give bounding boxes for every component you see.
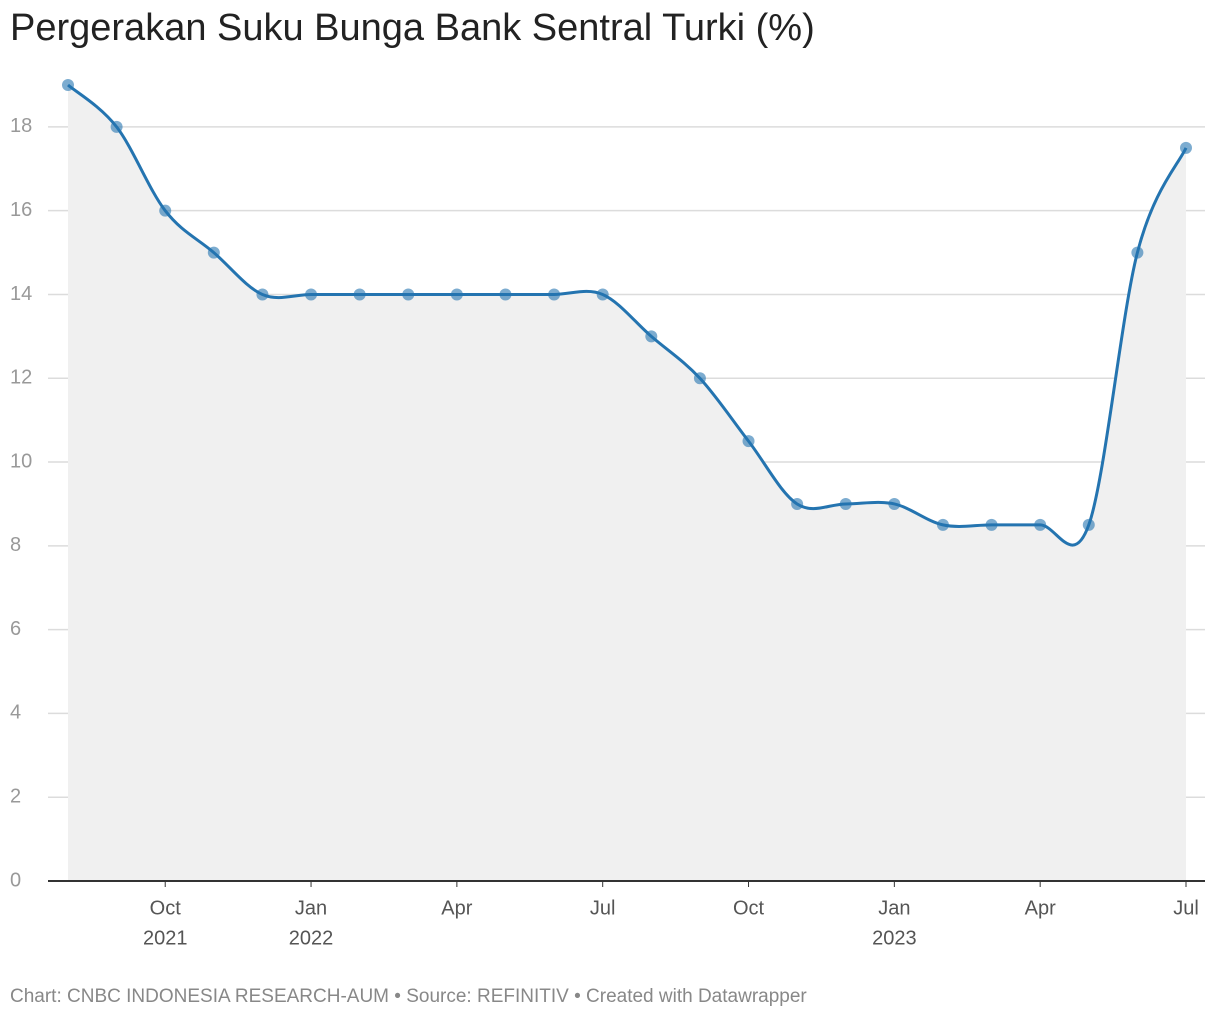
point bbox=[353, 288, 366, 301]
point bbox=[305, 288, 318, 301]
point bbox=[693, 372, 706, 385]
point bbox=[839, 497, 852, 510]
point bbox=[548, 288, 561, 301]
x-tick-label: Jan bbox=[295, 897, 327, 919]
area bbox=[68, 85, 1186, 881]
y-tick-label: 6 bbox=[10, 618, 21, 640]
point bbox=[645, 330, 658, 343]
x-tick-label: Apr bbox=[441, 897, 472, 919]
x-tick-year: 2023 bbox=[872, 927, 917, 949]
point bbox=[1180, 141, 1192, 154]
point bbox=[1034, 518, 1047, 531]
x-tick-label: Oct bbox=[733, 897, 765, 919]
point bbox=[207, 246, 220, 259]
point bbox=[1082, 518, 1095, 531]
x-tick-year: 2021 bbox=[143, 927, 188, 949]
point bbox=[596, 288, 609, 301]
y-tick-label: 0 bbox=[10, 869, 21, 891]
x-tick-label: Jan bbox=[878, 897, 910, 919]
x-tick-label: Apr bbox=[1025, 897, 1056, 919]
x-tick-year: 2022 bbox=[289, 927, 334, 949]
point bbox=[159, 204, 172, 217]
y-tick-label: 8 bbox=[10, 534, 21, 556]
point bbox=[791, 497, 804, 510]
point bbox=[450, 288, 463, 301]
chart-source: Chart: CNBC INDONESIA RESEARCH-AUM • Sou… bbox=[10, 986, 807, 1007]
point bbox=[256, 288, 269, 301]
chart-title: Pergerakan Suku Bunga Bank Sentral Turki… bbox=[10, 7, 815, 49]
y-tick-label: 14 bbox=[10, 283, 32, 305]
point bbox=[985, 518, 998, 531]
point bbox=[936, 518, 949, 531]
x-tick-label: Jul bbox=[1173, 897, 1199, 919]
y-tick-label: 18 bbox=[10, 115, 32, 137]
y-tick-label: 4 bbox=[10, 702, 21, 724]
y-tick-label: 10 bbox=[10, 450, 32, 472]
y-tick-label: 16 bbox=[10, 199, 32, 221]
point bbox=[1131, 246, 1144, 259]
point bbox=[499, 288, 512, 301]
x-tick-label: Oct bbox=[150, 897, 182, 919]
point bbox=[402, 288, 415, 301]
x-tick-label: Jul bbox=[590, 897, 616, 919]
y-tick-label: 12 bbox=[10, 367, 32, 389]
point bbox=[110, 120, 123, 133]
point bbox=[888, 497, 901, 510]
y-tick-label: 2 bbox=[10, 785, 21, 807]
point bbox=[62, 79, 74, 91]
point bbox=[742, 435, 755, 448]
